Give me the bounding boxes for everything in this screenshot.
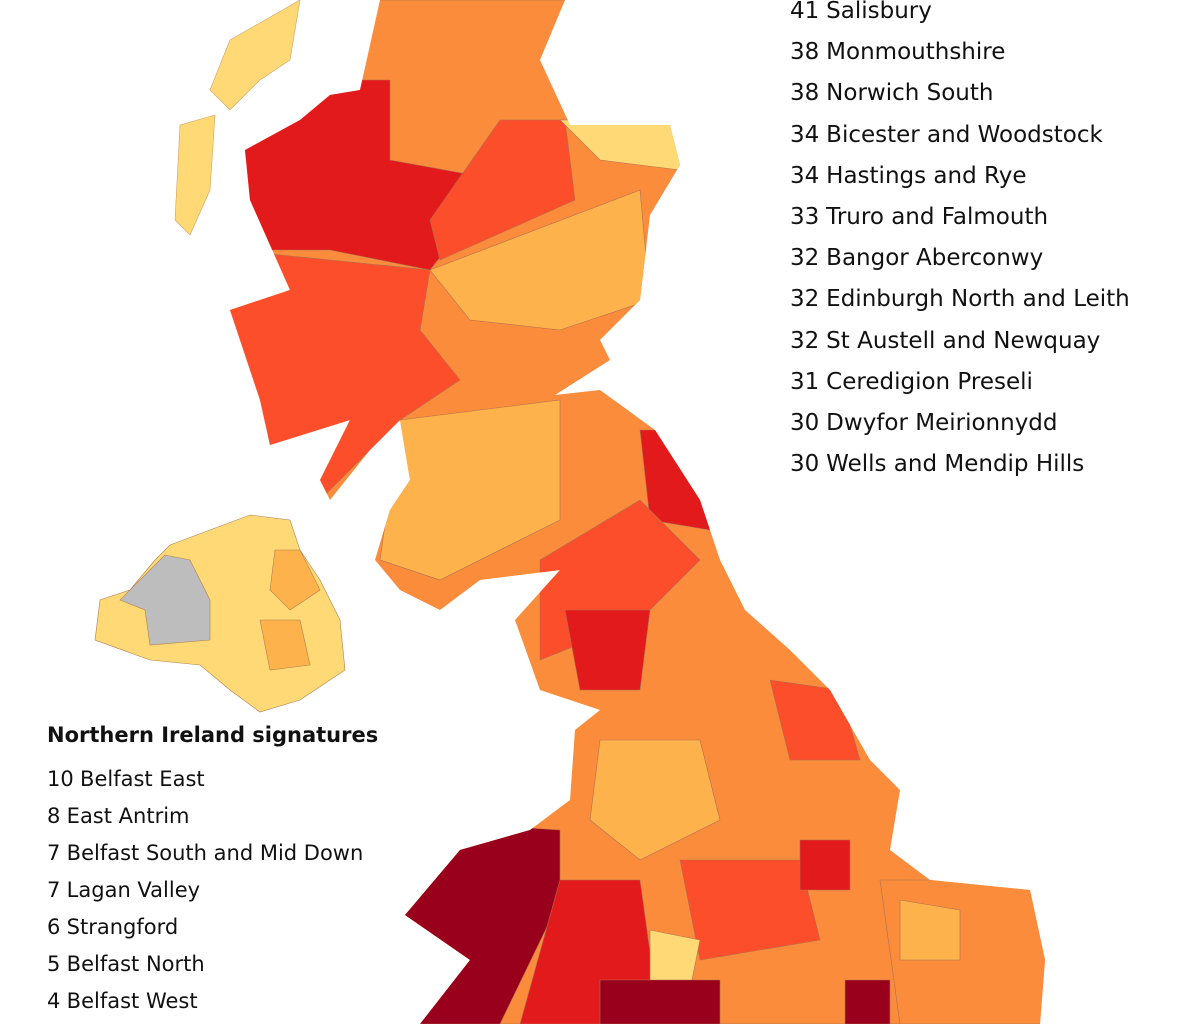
list-row: 41 Salisbury xyxy=(790,0,1130,37)
ni-signature-list: Northern Ireland signatures 10 Belfast Ea… xyxy=(47,720,378,1024)
signature-count: 31 xyxy=(790,368,820,395)
constituency-name: Lagan Valley xyxy=(66,878,201,902)
constituency-name: Bicester and Woodstock xyxy=(826,121,1103,148)
list-row: 34 Bicester and Woodstock xyxy=(790,120,1130,161)
constituency-name: Belfast West xyxy=(66,989,198,1013)
constituency-name: Dwyfor Meirionnydd xyxy=(826,409,1058,436)
list-row: 30 Wells and Mendip Hills xyxy=(790,449,1130,490)
list-row: 32 St Austell and Newquay xyxy=(790,326,1130,367)
list-row: 32 Bangor Aberconwy xyxy=(790,243,1130,284)
signature-count: 38 xyxy=(790,80,820,107)
list-row: 38 Norwich South xyxy=(790,78,1130,119)
list-row: 33 Truro and Falmouth xyxy=(790,202,1130,243)
constituency-name: Ceredigion Preseli xyxy=(826,368,1033,395)
constituency-name: Salisbury xyxy=(826,0,932,24)
signature-count: 30 xyxy=(790,409,820,436)
constituency-name: Belfast East xyxy=(80,767,205,791)
shetland-orkney xyxy=(174,0,301,236)
list-row: 34 Hastings and Rye xyxy=(790,161,1130,202)
constituency-name: Norwich South xyxy=(826,80,994,107)
signature-count: 34 xyxy=(790,121,820,148)
top-constituency-list: 41 Salisbury 38 Monmouthshire 38 Norwich Sout… xyxy=(790,0,1130,490)
signature-count: 7 xyxy=(47,841,61,865)
constituency-name: Strangford xyxy=(66,915,179,939)
signature-count: 8 xyxy=(47,804,61,828)
constituency-name: Truro and Falmouth xyxy=(826,203,1049,230)
constituency-name: Belfast South and Mid Down xyxy=(66,841,364,865)
signature-count: 4 xyxy=(47,989,61,1013)
list-row: 38 Monmouthshire xyxy=(790,37,1130,78)
signature-count: 7 xyxy=(47,878,61,902)
signature-count: 6 xyxy=(47,915,61,939)
signature-count: 32 xyxy=(790,245,820,272)
list-row: 6 Strangford xyxy=(47,914,378,951)
list-row: 7 Lagan Valley xyxy=(47,877,378,914)
signature-count: 5 xyxy=(47,952,61,976)
constituency-name: Wells and Mendip Hills xyxy=(826,451,1085,478)
constituency-name: St Austell and Newquay xyxy=(826,327,1101,354)
constituency-name: Monmouthshire xyxy=(826,39,1006,66)
signature-count: 34 xyxy=(790,162,820,189)
signature-count: 10 xyxy=(47,767,74,791)
signature-count: 30 xyxy=(790,451,820,478)
ni-list-title: Northern Ireland signatures xyxy=(47,723,379,747)
signature-count: 38 xyxy=(790,39,820,66)
constituency-name: Edinburgh North and Leith xyxy=(826,286,1130,313)
constituency-name: Belfast North xyxy=(66,952,205,976)
list-row: 30 Dwyfor Meirionnydd xyxy=(790,408,1130,449)
signature-count: 41 xyxy=(790,0,820,24)
northern-ireland xyxy=(94,514,346,713)
constituency-name: Bangor Aberconwy xyxy=(826,245,1044,272)
constituency-name: Hastings and Rye xyxy=(826,162,1027,189)
signature-count: 33 xyxy=(790,203,820,230)
list-row: 4 Belfast West xyxy=(47,988,378,1024)
list-row: 7 Belfast South and Mid Down xyxy=(47,840,378,877)
list-row: 8 East Antrim xyxy=(47,803,378,840)
list-row: 10 Belfast East xyxy=(47,766,378,803)
signature-count: 32 xyxy=(790,286,820,313)
list-row: 31 Ceredigion Preseli xyxy=(790,367,1130,408)
list-row: 32 Edinburgh North and Leith xyxy=(790,284,1130,325)
list-row: 5 Belfast North xyxy=(47,951,378,988)
signature-count: 32 xyxy=(790,327,820,354)
constituency-name: East Antrim xyxy=(66,804,190,828)
